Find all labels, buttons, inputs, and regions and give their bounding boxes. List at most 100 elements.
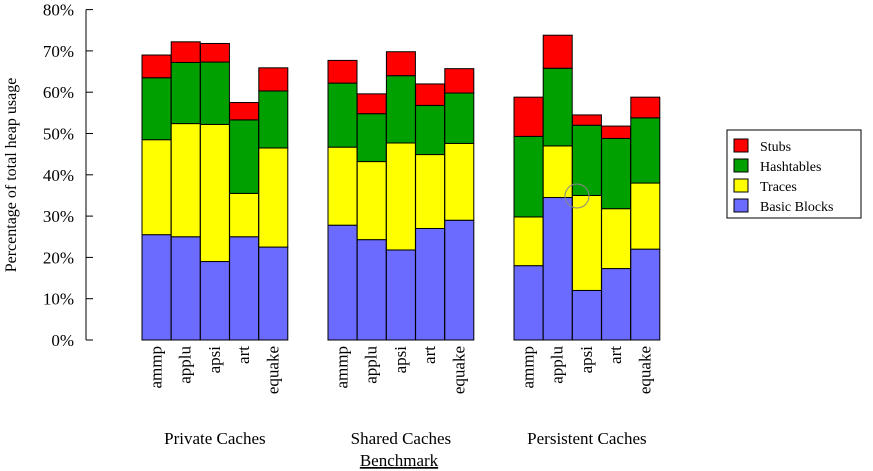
y-tick-label: 80% xyxy=(43,1,74,20)
bar-segment-hashtables xyxy=(327,82,358,148)
axes xyxy=(85,9,93,341)
legend-box xyxy=(726,129,862,219)
y-tick-label: 50% xyxy=(43,125,74,144)
y-tick-label: 30% xyxy=(43,207,74,226)
category-label: apsi xyxy=(577,346,596,374)
labels: 0% 10% 20% 30% 40% 50% 60% 70% 80% Percentage of … xyxy=(3,1,654,470)
category-label: art xyxy=(234,346,253,364)
category-label: equake xyxy=(635,346,654,394)
bar-segment-basic-blocks xyxy=(141,234,172,341)
y-tick-label: 70% xyxy=(43,42,74,61)
bar-segment-stubs xyxy=(601,125,632,139)
bar-segment-traces xyxy=(229,192,260,238)
bar-segment-traces xyxy=(601,208,632,270)
bar-segment-hashtables xyxy=(356,113,387,163)
category-label: equake xyxy=(263,346,282,394)
category-label: art xyxy=(420,346,439,364)
bar-segment-basic-blocks xyxy=(630,248,661,341)
bar-segment-stubs xyxy=(141,54,172,79)
bar-segment-basic-blocks xyxy=(513,265,544,341)
legend: Stubs Hashtables Traces Basic Blocks xyxy=(726,129,862,219)
bar-segment-basic-blocks xyxy=(385,249,416,341)
category-label: apsi xyxy=(391,346,410,374)
bar-segment-hashtables xyxy=(571,124,602,196)
bar-segment-traces xyxy=(444,142,475,221)
bar-segment-stubs xyxy=(415,83,446,106)
group-label: Shared Caches xyxy=(351,429,452,448)
bar-segment-stubs xyxy=(571,114,602,126)
category-label: equake xyxy=(449,346,468,394)
bar-segment-traces xyxy=(141,139,172,236)
bar-segment-traces xyxy=(571,194,602,291)
bar-segment-traces xyxy=(258,147,289,248)
category-label: ammp xyxy=(333,346,352,389)
bar-segment-traces xyxy=(327,146,358,226)
bar-segment-stubs xyxy=(542,34,573,69)
bar-segment-stubs xyxy=(444,68,475,94)
bar-segment-hashtables xyxy=(444,92,475,144)
legend-label: Hashtables xyxy=(760,160,821,175)
bar-segment-hashtables xyxy=(170,61,201,125)
bar-segment-stubs xyxy=(513,96,544,137)
legend-label: Basic Blocks xyxy=(760,200,834,215)
y-tick-label: 40% xyxy=(43,166,74,185)
bar-segment-basic-blocks xyxy=(356,239,387,341)
bar-segment-hashtables xyxy=(385,75,416,144)
y-tick-label: 60% xyxy=(43,83,74,102)
bar-segment-hashtables xyxy=(141,77,172,141)
bar-segment-hashtables xyxy=(630,117,661,184)
category-label: applu xyxy=(176,346,195,384)
category-label: ammp xyxy=(519,346,538,389)
y-tick-label: 0% xyxy=(51,331,74,350)
legend-label: Stubs xyxy=(760,140,791,155)
legend-swatch xyxy=(733,138,749,153)
bar-segment-basic-blocks xyxy=(229,236,260,341)
bar-segment-traces xyxy=(356,161,387,241)
bars xyxy=(141,34,661,341)
bar-segment-basic-blocks xyxy=(258,246,289,341)
y-tick-label: 20% xyxy=(43,248,74,267)
category-label: art xyxy=(606,346,625,364)
bar-segment-traces xyxy=(385,142,416,251)
bar-segment-basic-blocks xyxy=(444,219,475,341)
group-label: Private Caches xyxy=(164,429,266,448)
bar-segment-basic-blocks xyxy=(542,197,573,341)
bar-segment-traces xyxy=(542,145,573,199)
bar-segment-stubs xyxy=(229,102,260,121)
bar-segment-stubs xyxy=(258,67,289,92)
bar-segment-stubs xyxy=(356,93,387,115)
bar-segment-stubs xyxy=(199,42,230,63)
bar-segment-basic-blocks xyxy=(170,236,201,341)
x-axis-title: Benchmark xyxy=(360,451,439,470)
bar-segment-hashtables xyxy=(542,67,573,147)
legend-label: Traces xyxy=(760,180,797,195)
bar-segment-traces xyxy=(199,123,230,263)
bar-segment-stubs xyxy=(170,41,201,63)
bar-segment-hashtables xyxy=(513,135,544,218)
legend-swatch xyxy=(733,158,749,173)
bar-segment-stubs xyxy=(630,96,661,119)
bar-segment-hashtables xyxy=(601,137,632,210)
legend-swatch xyxy=(733,198,749,213)
bar-segment-basic-blocks xyxy=(199,261,230,341)
bar-segment-stubs xyxy=(385,51,416,77)
bar-segment-traces xyxy=(170,123,201,238)
bar-segment-basic-blocks xyxy=(327,224,358,341)
bar-segment-basic-blocks xyxy=(571,289,602,341)
group-label: Persistent Caches xyxy=(527,429,646,448)
category-label: applu xyxy=(362,346,381,384)
bar-segment-hashtables xyxy=(199,61,230,125)
bar-segment-stubs xyxy=(327,59,358,84)
bar-segment-hashtables xyxy=(415,104,446,156)
y-axis-title: Percentage of total heap usage xyxy=(3,78,20,273)
category-label: applu xyxy=(548,346,567,384)
bar-segment-traces xyxy=(630,182,661,250)
bar-segment-traces xyxy=(415,154,446,229)
bar-segment-traces xyxy=(513,216,544,267)
bar-segment-basic-blocks xyxy=(415,227,446,341)
y-tick-label: 10% xyxy=(43,290,74,309)
category-label: ammp xyxy=(147,346,166,389)
legend-swatch xyxy=(733,178,749,193)
category-label: apsi xyxy=(205,346,224,374)
